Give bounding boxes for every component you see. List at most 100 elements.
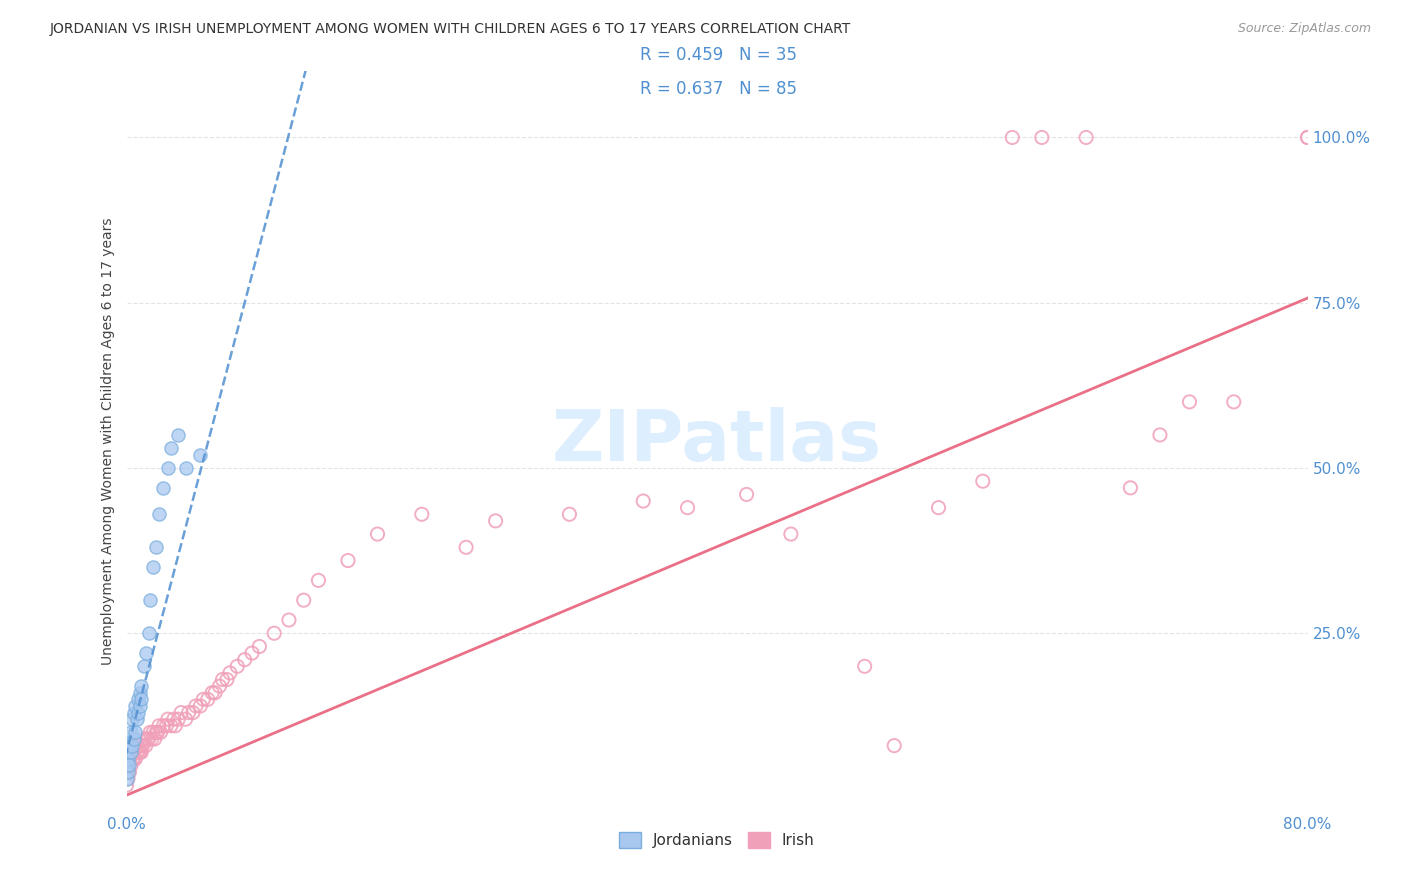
Point	[115, 778, 138, 792]
Point	[115, 752, 138, 766]
Point	[125, 712, 148, 726]
Point	[142, 725, 165, 739]
Point	[249, 640, 271, 654]
Point	[142, 560, 165, 574]
Point	[139, 725, 162, 739]
Point	[174, 712, 197, 726]
Point	[118, 739, 141, 753]
Point	[215, 673, 238, 687]
Point	[308, 574, 330, 588]
Point	[156, 461, 179, 475]
Point	[167, 712, 190, 726]
Point	[143, 731, 166, 746]
Point	[160, 719, 183, 733]
Point	[127, 739, 149, 753]
Point	[1076, 130, 1098, 145]
Point	[122, 731, 145, 746]
Point	[115, 765, 138, 780]
Point	[117, 772, 139, 786]
Point	[138, 731, 160, 746]
Point	[1296, 130, 1319, 145]
Point	[136, 731, 159, 746]
Point	[124, 739, 146, 753]
Point	[118, 758, 141, 772]
Point	[120, 758, 142, 772]
Point	[155, 719, 177, 733]
Point	[145, 541, 167, 555]
Point	[115, 758, 138, 772]
Point	[1149, 428, 1171, 442]
Point	[117, 758, 139, 772]
Point	[853, 659, 876, 673]
Point	[127, 745, 149, 759]
Point	[115, 745, 138, 759]
Point	[118, 752, 141, 766]
Point	[122, 752, 145, 766]
Text: R = 0.459   N = 35: R = 0.459 N = 35	[640, 46, 797, 64]
Point	[122, 706, 145, 720]
Text: ZIPatlas: ZIPatlas	[553, 407, 882, 476]
Point	[633, 494, 655, 508]
Text: JORDANIAN VS IRISH UNEMPLOYMENT AMONG WOMEN WITH CHILDREN AGES 6 TO 17 YEARS COR: JORDANIAN VS IRISH UNEMPLOYMENT AMONG WO…	[49, 22, 851, 37]
Point	[129, 745, 153, 759]
Point	[278, 613, 301, 627]
Point	[129, 739, 153, 753]
Point	[184, 698, 207, 713]
Point	[1001, 130, 1024, 145]
Point	[121, 739, 143, 753]
Point	[188, 698, 212, 713]
Point	[128, 745, 150, 759]
Point	[676, 500, 699, 515]
Point	[177, 706, 200, 720]
Point	[128, 686, 150, 700]
Point	[120, 745, 142, 759]
Legend: Jordanians, Irish: Jordanians, Irish	[612, 824, 823, 856]
Point	[208, 679, 231, 693]
Point	[883, 739, 905, 753]
Point	[148, 719, 170, 733]
Point	[146, 725, 169, 739]
Point	[1178, 395, 1201, 409]
Point	[367, 527, 389, 541]
Point	[138, 626, 160, 640]
Point	[1119, 481, 1142, 495]
Point	[456, 541, 478, 555]
Point	[160, 441, 183, 455]
Point	[167, 428, 190, 442]
Point	[135, 739, 157, 753]
Point	[204, 686, 226, 700]
Point	[1296, 130, 1319, 145]
Point	[121, 712, 143, 726]
Point	[152, 719, 174, 733]
Point	[197, 692, 219, 706]
Point	[233, 653, 256, 667]
Point	[149, 725, 172, 739]
Point	[558, 508, 581, 522]
Point	[124, 698, 146, 713]
Point	[928, 500, 950, 515]
Point	[735, 487, 758, 501]
Point	[124, 752, 146, 766]
Point	[780, 527, 803, 541]
Point	[226, 659, 249, 673]
Point	[181, 706, 204, 720]
Point	[156, 712, 179, 726]
Point	[129, 679, 153, 693]
Point	[201, 686, 224, 700]
Point	[1223, 395, 1246, 409]
Point	[117, 765, 139, 780]
Point	[163, 712, 186, 726]
Point	[1031, 130, 1053, 145]
Point	[148, 508, 170, 522]
Point	[165, 719, 187, 733]
Point	[193, 692, 215, 706]
Point	[125, 745, 148, 759]
Point	[121, 752, 143, 766]
Point	[240, 646, 263, 660]
Point	[129, 692, 153, 706]
Point	[134, 731, 156, 746]
Point	[135, 646, 157, 660]
Point	[145, 725, 167, 739]
Point	[141, 731, 163, 746]
Point	[292, 593, 315, 607]
